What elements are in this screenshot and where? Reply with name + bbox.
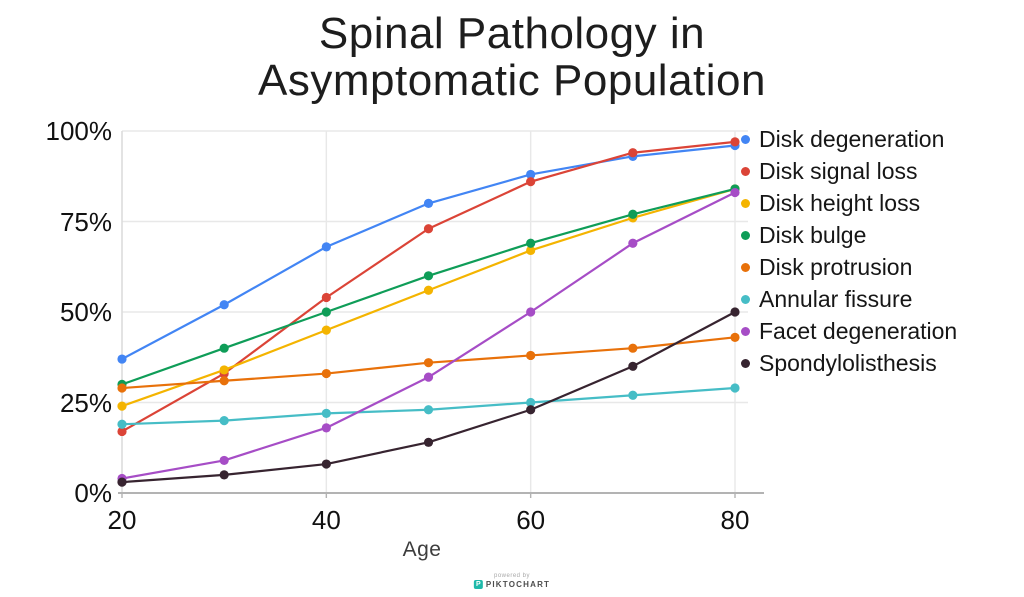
data-point[interactable] (526, 307, 536, 317)
data-point[interactable] (219, 343, 229, 353)
legend-item-label: Disk height loss (759, 189, 921, 216)
data-point[interactable] (321, 423, 331, 433)
data-point[interactable] (321, 408, 331, 418)
data-point[interactable] (526, 397, 536, 408)
data-point[interactable] (423, 285, 434, 295)
legend-item-label: Disk protrusion (759, 253, 913, 280)
data-point[interactable] (219, 455, 229, 466)
y-axis: 0% 25% 50% 75% 100% (0, 0, 113, 597)
data-point[interactable] (628, 361, 638, 371)
data-point[interactable] (730, 332, 740, 342)
legend-item[interactable]: Annular fissure (741, 283, 957, 315)
legend-item[interactable]: Disk height loss (741, 187, 957, 219)
data-point[interactable] (628, 209, 638, 219)
data-point[interactable] (117, 401, 127, 411)
legend-bullet-icon (741, 262, 750, 272)
data-point[interactable] (730, 137, 740, 147)
data-point[interactable] (423, 358, 434, 368)
legend-item[interactable]: Spondylolisthesis (741, 347, 957, 379)
data-point[interactable] (730, 383, 740, 393)
x-axis-tick-label: 80 (720, 505, 750, 535)
data-point[interactable] (321, 368, 331, 379)
data-point[interactable] (628, 238, 638, 248)
chart-title-line1: Spinal Pathology in (318, 9, 706, 58)
legend-bullet-icon (741, 294, 750, 304)
data-point[interactable] (423, 372, 434, 382)
data-point[interactable] (526, 238, 536, 248)
legend-bullet-icon (741, 198, 750, 208)
legend-item[interactable]: Disk bulge (741, 219, 957, 251)
data-point[interactable] (423, 405, 434, 415)
data-point[interactable] (117, 354, 127, 364)
y-axis-tick-label: 25% (59, 387, 112, 418)
legend-item-label: Disk signal loss (759, 157, 918, 184)
data-point[interactable] (628, 390, 638, 400)
data-point[interactable] (526, 177, 536, 187)
chart-title: Spinal Pathology in Asymptomatic Populat… (0, 10, 1024, 104)
data-point[interactable] (219, 365, 229, 375)
data-point[interactable] (423, 271, 434, 281)
legend-item[interactable]: Facet degeneration (741, 315, 957, 347)
data-point[interactable] (423, 437, 434, 447)
legend-bullet-icon (741, 230, 750, 240)
legend-item-label: Disk degeneration (759, 125, 945, 152)
data-point[interactable] (117, 419, 127, 429)
legend-bullet-icon (741, 326, 750, 336)
legend-item[interactable]: Disk degeneration (741, 123, 957, 155)
data-point[interactable] (321, 459, 331, 469)
x-axis-title: Age (402, 538, 442, 561)
data-point[interactable] (321, 325, 331, 335)
chart-legend: Disk degeneration Disk signal loss Disk he… (741, 123, 957, 379)
y-axis-tick-label: 75% (59, 206, 112, 237)
data-point[interactable] (730, 187, 740, 198)
data-point[interactable] (117, 383, 127, 393)
x-axis-tick-label: 60 (516, 505, 546, 535)
data-point[interactable] (423, 198, 434, 208)
legend-item[interactable]: Disk protrusion (741, 251, 957, 283)
data-point[interactable] (526, 405, 536, 415)
data-point[interactable] (730, 307, 740, 317)
data-point[interactable] (423, 224, 434, 234)
y-axis-tick-label: 0% (74, 478, 112, 508)
data-point[interactable] (219, 300, 229, 310)
data-point[interactable] (628, 343, 638, 353)
y-axis-tick-label: 100% (45, 116, 113, 146)
x-axis-tick-label: 40 (311, 505, 341, 535)
data-point[interactable] (219, 376, 229, 386)
data-point[interactable] (526, 245, 536, 256)
watermark-powered-by-label: powered by (493, 573, 531, 579)
legend-bullet-icon (741, 166, 750, 176)
watermark-brand-label: PIKTOCHART (485, 580, 551, 589)
y-axis-tick-label: 50% (59, 297, 112, 327)
data-point[interactable] (321, 292, 331, 303)
legend-bullet-icon (741, 134, 750, 144)
data-point[interactable] (219, 416, 229, 426)
data-point[interactable] (219, 470, 229, 480)
legend-bullet-icon (741, 358, 750, 368)
data-point[interactable] (117, 426, 127, 437)
data-point[interactable] (628, 148, 638, 158)
data-point[interactable] (321, 242, 331, 252)
x-axis-tick-label: 20 (107, 505, 137, 535)
watermark[interactable]: powered by P PIKTOCHART (473, 573, 551, 589)
data-point[interactable] (526, 169, 536, 180)
data-point[interactable] (321, 307, 331, 317)
data-point[interactable] (526, 350, 536, 361)
data-point[interactable] (117, 477, 127, 487)
chart-title-line2: Asymptomatic Population (258, 56, 766, 105)
legend-item[interactable]: Disk signal loss (741, 155, 957, 187)
legend-item-label: Spondylolisthesis (759, 349, 937, 376)
legend-item-label: Annular fissure (759, 285, 913, 312)
legend-item-label: Facet degeneration (759, 317, 958, 344)
piktochart-logo-icon: P (473, 580, 483, 589)
legend-item-label: Disk bulge (759, 221, 867, 248)
